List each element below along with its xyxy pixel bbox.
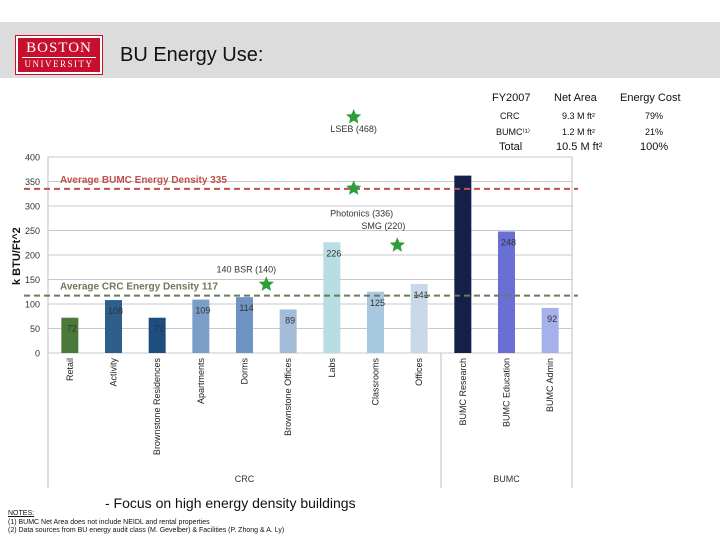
x-tick-label: Apartments [196, 358, 206, 405]
data-label: 141 [414, 290, 429, 300]
y-tick-label: 150 [25, 275, 40, 285]
data-label: 108 [108, 306, 123, 316]
data-labels: 72 108 72 109 114 89 226 125 141 248 92 [67, 237, 557, 333]
y-tick-label: 0 [35, 349, 40, 359]
x-tick-label: BUMC Education [502, 358, 512, 427]
boston-university-logo: BOSTON UNIVERSITY [15, 35, 103, 75]
bar-brownstone-offices [279, 309, 297, 353]
annotation-label: 140 BSR (140) [217, 264, 277, 274]
page-title: BU Energy Use: [120, 44, 264, 66]
reference-line-label: Average CRC Energy Density 117 [60, 282, 218, 293]
bar-bumc-education [498, 231, 515, 353]
bar-offices [410, 283, 428, 353]
bar-labs [323, 242, 341, 353]
x-tick-label: Labs [327, 358, 337, 378]
table-row-label: CRC [500, 111, 520, 121]
energy-density-chart: 0 50 100 150 200 250 300 350 400 k BTU/Ft^2 72 10… [11, 109, 578, 488]
y-tick-label: 400 [25, 153, 40, 163]
data-label: 109 [195, 306, 210, 316]
x-tick-label: Classrooms [371, 358, 381, 406]
x-tick-label: Retail [65, 358, 75, 381]
y-tick-label: 200 [25, 251, 40, 261]
note-line: (1) BUMC Net Area does not include NEIDL… [8, 518, 210, 526]
reference-line-label: Average BUMC Energy Density 335 [60, 175, 227, 186]
data-label: 125 [370, 298, 385, 308]
annotation-label: Photonics (336) [330, 208, 393, 218]
header-bar [0, 22, 720, 78]
table-header-area: Net Area [554, 92, 597, 104]
y-tick-label: 100 [25, 300, 40, 310]
table-row-area: 9.3 M ft² [562, 111, 596, 121]
x-tick-label: Offices [414, 358, 424, 386]
data-label: 72 [67, 324, 77, 334]
data-label: 114 [239, 303, 253, 313]
data-label: 248 [501, 237, 516, 247]
x-tick-label: Brownstone Residences [152, 358, 162, 456]
data-label: 92 [547, 314, 557, 324]
bar-retail [61, 317, 79, 353]
table-header-fy: FY2007 [492, 92, 531, 104]
data-label: 89 [285, 315, 295, 325]
logo-line-1: BOSTON [26, 40, 92, 56]
y-tick-label: 50 [30, 324, 40, 334]
bar-dorms [236, 297, 253, 353]
table-total-cost: 100% [640, 141, 669, 153]
y-axis-ticks: 0 50 100 150 200 250 300 350 400 [25, 153, 40, 359]
annotations: LSEB (468) Photonics (336) SMG (220) 140 BS… [217, 109, 405, 291]
x-tick-label: Brownstone Offices [283, 358, 293, 436]
annotation-label: SMG (220) [361, 221, 405, 231]
star-icon [258, 276, 274, 291]
bar-apartments [192, 299, 210, 353]
x-axis-labels: Retail Activity Brownstone Residences Apart… [65, 358, 555, 456]
table-row-label: BUMC⁽¹⁾ [496, 127, 530, 137]
group-label: BUMC [493, 474, 520, 484]
y-tick-label: 250 [25, 226, 40, 236]
notes-label: NOTES: [8, 510, 35, 517]
logo-line-2: UNIVERSITY [22, 57, 96, 70]
chart-grid [47, 156, 573, 354]
y-tick-label: 300 [25, 202, 40, 212]
bar-brownstone-residences [148, 317, 166, 353]
x-tick-label: Activity [109, 358, 119, 387]
category-groups: CRC BUMC [47, 353, 573, 488]
reference-lines: Average BUMC Energy Density 335 Average C… [24, 175, 578, 297]
star-icon [346, 180, 362, 195]
x-tick-label: BUMC Research [458, 358, 468, 426]
y-tick-label: 350 [25, 177, 40, 187]
data-label: 226 [326, 248, 341, 258]
table-header-cost: Energy Cost [620, 92, 681, 104]
x-tick-label: Dorms [240, 358, 250, 385]
bar-activity [105, 300, 122, 353]
focus-note: - Focus on high energy density buildings [105, 495, 356, 511]
x-tick-label: BUMC Admin [545, 358, 555, 412]
bar-classrooms [367, 291, 384, 353]
table-row-cost: 21% [645, 127, 664, 137]
table-row-cost: 79% [645, 111, 664, 121]
group-label: CRC [235, 474, 255, 484]
note-line: (2) Data sources from BU energy audit cl… [8, 527, 285, 534]
bar-bumc-admin [541, 307, 559, 353]
data-label: 72 [154, 324, 164, 334]
notes: NOTES: (1) BUMC Net Area does not includ… [8, 510, 284, 536]
bar-bumc-research [454, 175, 472, 353]
y-axis-label: k BTU/Ft^2 [11, 227, 23, 285]
star-icon [346, 109, 362, 124]
bars [61, 175, 559, 353]
table-total-label: Total [499, 141, 523, 153]
table-total-area: 10.5 M ft² [556, 141, 603, 153]
table-row-area: 1.2 M ft² [562, 127, 596, 137]
annotation-label: LSEB (468) [330, 124, 377, 134]
star-icon [389, 237, 405, 252]
